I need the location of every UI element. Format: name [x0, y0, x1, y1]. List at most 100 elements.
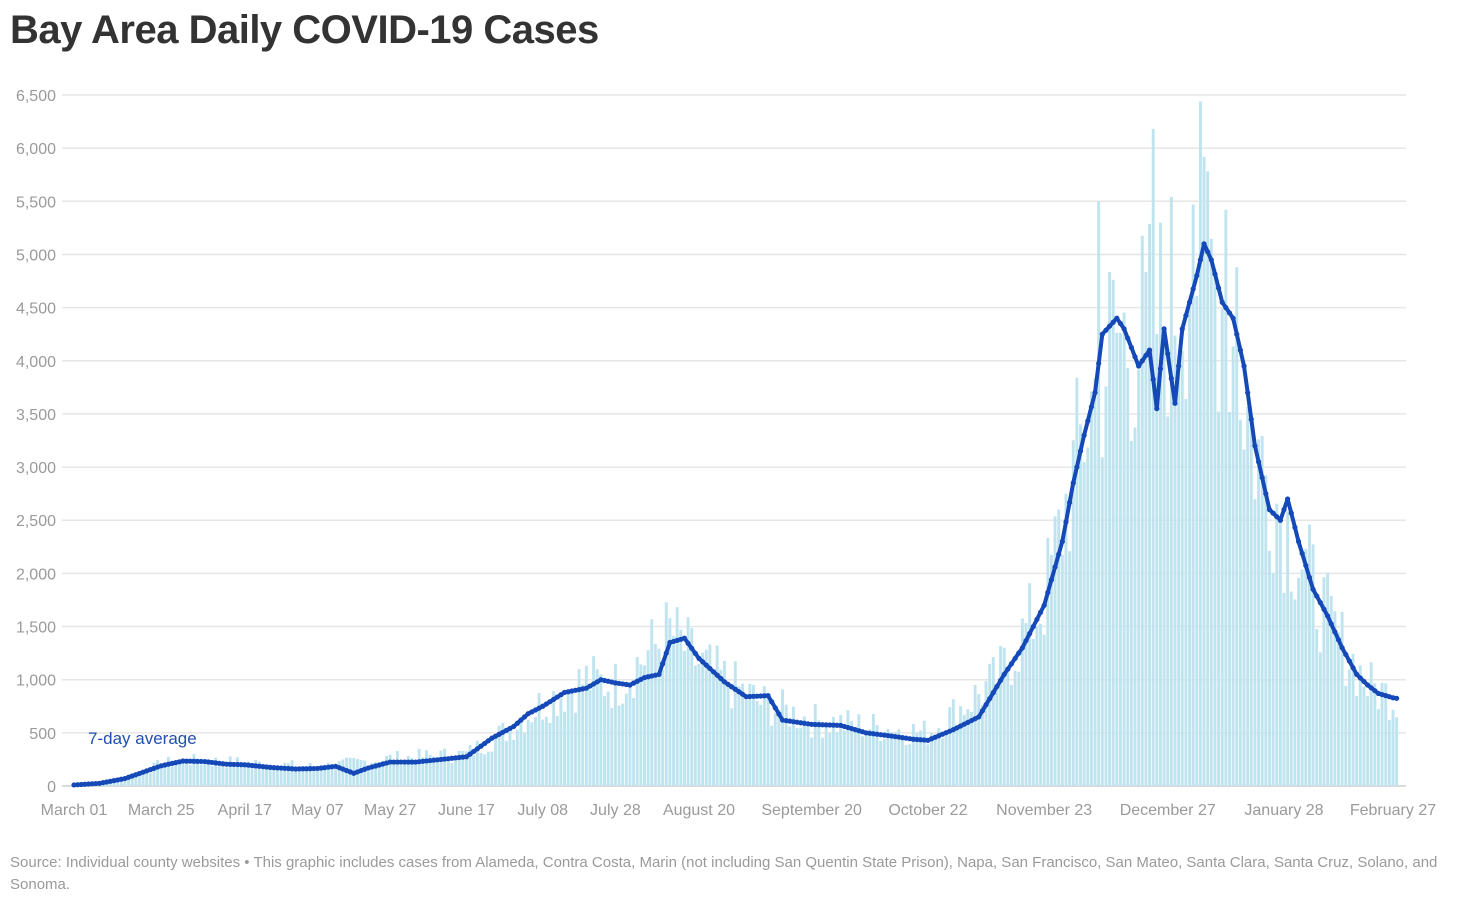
average-point [1179, 326, 1185, 332]
daily-bar [152, 762, 156, 786]
average-point [478, 743, 484, 749]
daily-bar [675, 607, 679, 786]
daily-bar [668, 618, 672, 786]
daily-bar [577, 669, 581, 786]
average-point [1394, 695, 1400, 701]
daily-bar [1387, 719, 1391, 786]
average-point [729, 684, 735, 690]
daily-bar [392, 761, 396, 786]
daily-bar [1115, 332, 1119, 786]
daily-bar [1082, 462, 1086, 786]
daily-bar [330, 769, 334, 786]
daily-bar [1362, 686, 1366, 786]
daily-bar [1268, 550, 1271, 786]
average-point [485, 738, 491, 744]
daily-bar [159, 768, 163, 786]
daily-bar [908, 744, 912, 786]
daily-bar [1158, 222, 1162, 787]
average-point [689, 645, 695, 651]
daily-bar [243, 766, 247, 786]
daily-bar [864, 731, 868, 786]
daily-bar [1271, 573, 1275, 786]
daily-bar [784, 704, 788, 786]
average-point [1295, 538, 1302, 545]
average-point [1306, 574, 1313, 580]
average-point [1288, 510, 1294, 516]
x-tick-label: July 28 [590, 802, 641, 819]
chart-plot: 0 500 1,000 1,500 2,000 2,500 3,000 3,500 4,000 4… [16, 88, 1436, 819]
average-point [1165, 351, 1171, 357]
daily-bar [1166, 416, 1170, 786]
daily-bar [1329, 595, 1333, 786]
y-tick-label: 6,500 [16, 88, 56, 105]
average-point [1019, 645, 1025, 651]
average-point [663, 650, 669, 656]
y-tick-label: 3,000 [16, 460, 56, 477]
daily-bar [145, 773, 149, 786]
average-point [474, 746, 480, 752]
daily-bar [377, 763, 381, 786]
daily-bar [831, 716, 835, 786]
daily-bar [286, 763, 290, 786]
daily-bar [1002, 647, 1006, 786]
daily-bar [1093, 378, 1097, 786]
daily-bar [301, 766, 305, 786]
daily-bar [319, 768, 323, 786]
daily-bar [770, 725, 774, 786]
daily-bar [712, 670, 715, 786]
daily-bar [999, 645, 1003, 786]
daily-bar [1060, 554, 1064, 786]
daily-bar [1228, 411, 1231, 786]
average-point [736, 689, 742, 695]
daily-bar [788, 726, 792, 786]
daily-bar [228, 756, 232, 786]
average-point [1364, 682, 1371, 688]
daily-bar [868, 729, 872, 786]
daily-bar [167, 756, 170, 786]
daily-bar [261, 768, 265, 786]
daily-bar [584, 665, 588, 786]
daily-bar [1017, 671, 1021, 786]
x-tick-label: July 08 [517, 802, 568, 819]
daily-bar [519, 719, 523, 786]
daily-bar [290, 760, 294, 786]
average-point [224, 761, 230, 767]
average-point [180, 758, 186, 764]
daily-bar [1155, 334, 1159, 786]
average-point [1110, 319, 1116, 325]
daily-bar [730, 708, 734, 786]
daily-bar [1129, 440, 1133, 786]
daily-bar [679, 629, 683, 786]
daily-bar [933, 736, 937, 786]
daily-bar [425, 750, 428, 786]
average-point [725, 681, 731, 687]
daily-bar [1162, 327, 1166, 786]
average-point [1063, 519, 1069, 525]
daily-bar [1340, 611, 1344, 786]
daily-bar [494, 736, 497, 786]
daily-bar [853, 728, 857, 786]
daily-bar [690, 628, 694, 786]
average-point [387, 759, 393, 765]
daily-bar [497, 725, 501, 786]
daily-bar [693, 665, 697, 786]
daily-bar [1224, 209, 1228, 786]
daily-bar [1151, 129, 1155, 787]
average-point [696, 655, 702, 662]
daily-bar [897, 729, 901, 786]
average-point [398, 759, 404, 765]
daily-bar [846, 710, 850, 786]
daily-bar [1184, 399, 1188, 786]
daily-bar [1068, 551, 1072, 786]
y-tick-label: 1,000 [16, 673, 56, 690]
daily-bar [148, 773, 152, 786]
daily-bar [479, 752, 483, 786]
daily-bar [1286, 511, 1290, 786]
average-point [311, 765, 317, 772]
daily-bar [650, 619, 654, 786]
daily-bar [599, 674, 603, 786]
average-point [1241, 363, 1247, 369]
average-point [1023, 638, 1029, 644]
daily-bar [1249, 414, 1253, 786]
daily-bar [1366, 696, 1370, 786]
